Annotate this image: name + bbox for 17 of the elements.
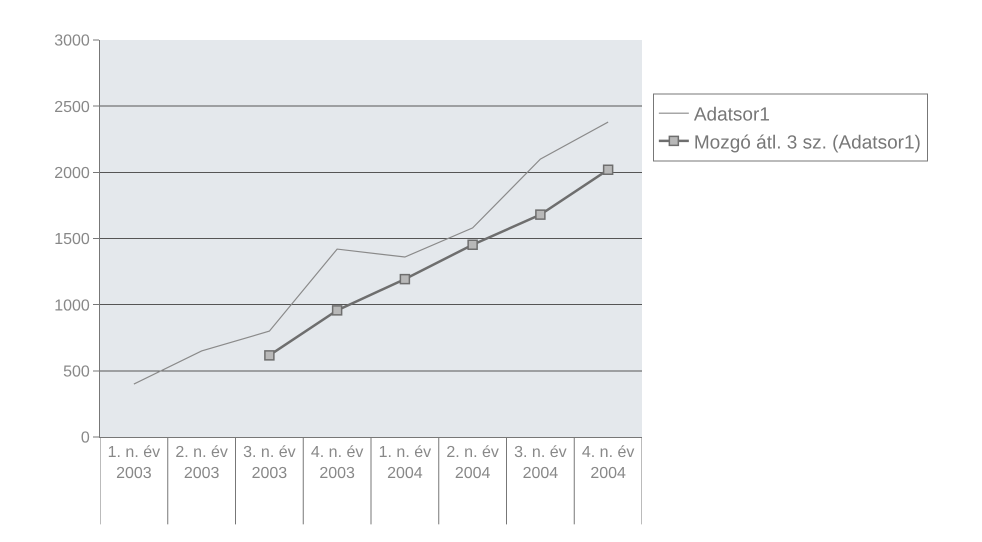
y-tick-label: 2000: [54, 164, 90, 182]
legend-label: Adatsor1: [694, 104, 770, 126]
x-tick-label: 4. n. év 2003: [310, 444, 364, 482]
x-tick-label: 1. n. év 2003: [108, 444, 160, 482]
x-tick-label: 1. n. év 2004: [378, 444, 432, 482]
y-tick-label: 1500: [54, 231, 90, 248]
x-tick-label: 4. n. év 2004: [582, 444, 634, 482]
x-tick-label: 3. n. év 2003: [243, 444, 296, 482]
y-tick-label: 2500: [54, 98, 90, 116]
y-tick-label: 0: [80, 430, 90, 447]
legend-label: Mozgó átl. 3 sz. (Adatsor1): [694, 132, 921, 154]
y-tick-label: 500: [63, 363, 90, 380]
x-tick-label: 2. n. év 2004: [446, 444, 499, 482]
y-tick-label: 1000: [54, 297, 90, 314]
x-tick-label: 2. n. év 2003: [175, 444, 228, 482]
x-tick-label: 3. n. év 2004: [514, 444, 567, 482]
y-tick-label: 3000: [54, 32, 90, 50]
